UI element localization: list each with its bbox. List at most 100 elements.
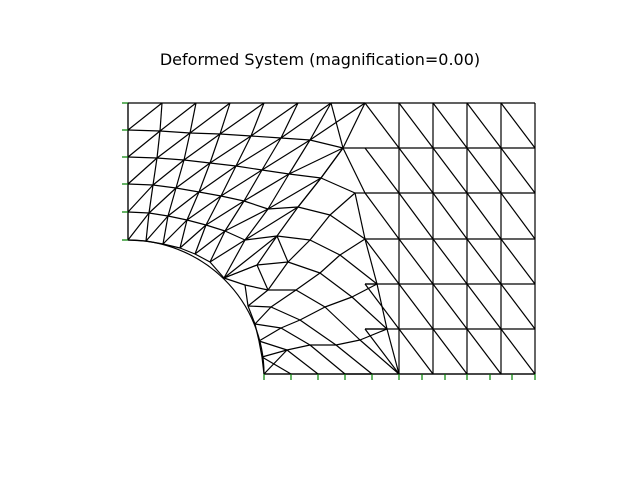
mesh-edge <box>286 349 319 375</box>
mesh-edge <box>359 328 388 341</box>
mesh-edge <box>309 102 366 141</box>
mesh-edge <box>287 261 321 274</box>
mesh-edge <box>263 349 288 375</box>
mesh-edge <box>466 102 502 149</box>
mesh-edge <box>175 159 185 189</box>
mesh-edge <box>194 224 207 255</box>
mesh-edge <box>179 219 188 249</box>
mesh-edge <box>288 147 344 175</box>
mesh-edge <box>209 135 252 164</box>
mesh-edge <box>224 200 245 232</box>
mesh-edge <box>243 169 263 202</box>
mesh-edge <box>320 147 344 179</box>
mesh-edge <box>209 133 221 164</box>
mesh-edge <box>156 130 161 159</box>
hole-boundary <box>127 239 265 375</box>
mesh-edge <box>198 162 211 193</box>
mesh-edge <box>186 191 200 221</box>
mesh-edge <box>287 239 311 263</box>
mesh-edge <box>183 133 221 161</box>
mesh-edge <box>145 215 169 242</box>
mesh-edge <box>364 147 400 194</box>
mesh-edge <box>500 147 536 194</box>
mesh-edge <box>127 184 154 213</box>
mesh-edge <box>167 191 200 217</box>
mesh-edge <box>280 327 311 346</box>
mesh-edge <box>500 192 536 240</box>
mesh-edge <box>339 254 378 285</box>
mesh-edge <box>247 289 269 307</box>
mesh-edge <box>466 192 502 240</box>
mesh-edge <box>127 157 158 185</box>
mesh-edge <box>183 132 191 161</box>
mesh-edge <box>351 296 388 330</box>
mesh-edge <box>258 340 263 358</box>
mesh-edge <box>342 102 366 149</box>
mesh-edge <box>270 289 297 308</box>
mesh-row <box>127 183 299 210</box>
mesh-edge <box>194 230 226 255</box>
mesh-edge <box>398 147 434 194</box>
mesh-edge <box>309 344 346 375</box>
mesh-elements <box>127 102 536 375</box>
mesh-edge <box>267 173 290 210</box>
mesh-edge <box>329 192 356 216</box>
mesh-edge <box>162 215 169 245</box>
mesh-edge <box>299 319 337 346</box>
mesh-edge <box>500 283 536 330</box>
mesh-edge <box>256 264 269 291</box>
mesh-edge <box>295 272 321 291</box>
mesh-edge <box>280 102 332 139</box>
mesh-edge <box>219 102 265 135</box>
mesh-edge <box>329 214 366 240</box>
mesh-edge <box>359 339 400 375</box>
mesh-edge <box>198 165 237 193</box>
mesh-edge <box>167 187 177 217</box>
mesh-edge <box>159 102 197 132</box>
mesh-edge <box>466 283 502 330</box>
mesh-edge <box>148 187 177 214</box>
mesh-edge <box>145 212 150 242</box>
mesh-edge <box>354 192 366 240</box>
mesh-edge <box>364 328 400 375</box>
mesh-edge <box>398 102 434 149</box>
mesh-edge <box>267 261 289 291</box>
mesh-edge <box>330 102 344 149</box>
mesh-edge <box>432 192 468 240</box>
mesh-edge <box>223 277 246 286</box>
mesh-edge <box>364 192 400 240</box>
mesh-edge <box>500 102 536 149</box>
mesh-edge <box>335 344 373 375</box>
mesh-edge <box>276 235 289 263</box>
mesh-edge <box>319 272 353 298</box>
mesh-edge <box>376 283 388 330</box>
mesh-edge <box>235 137 282 167</box>
mesh-edge <box>243 173 290 202</box>
mesh-edge <box>432 102 468 149</box>
mesh-edge <box>235 135 252 167</box>
mesh-edge <box>324 296 353 308</box>
mesh-edge <box>339 238 366 256</box>
mesh-edge <box>309 102 332 141</box>
mesh-edge <box>244 208 269 241</box>
mesh-edge <box>500 328 536 375</box>
mesh-edge <box>244 284 249 307</box>
mesh-edge <box>247 305 272 308</box>
mesh-edge <box>256 235 278 266</box>
mesh-edge <box>335 339 361 346</box>
boundary-supports <box>122 102 536 380</box>
mesh-edge <box>398 192 434 240</box>
mesh-edge <box>276 235 311 241</box>
mesh-edge <box>432 238 468 285</box>
mesh-edge <box>466 238 502 285</box>
mesh-edge <box>299 306 326 321</box>
mesh-edge <box>223 235 278 279</box>
mesh-row <box>127 129 344 149</box>
mesh-edge <box>244 284 269 291</box>
mesh-edge <box>256 261 289 266</box>
mesh-edge <box>466 328 502 375</box>
mesh-edge <box>127 102 163 131</box>
mesh-edge <box>280 319 301 329</box>
mesh-edge <box>205 200 245 226</box>
